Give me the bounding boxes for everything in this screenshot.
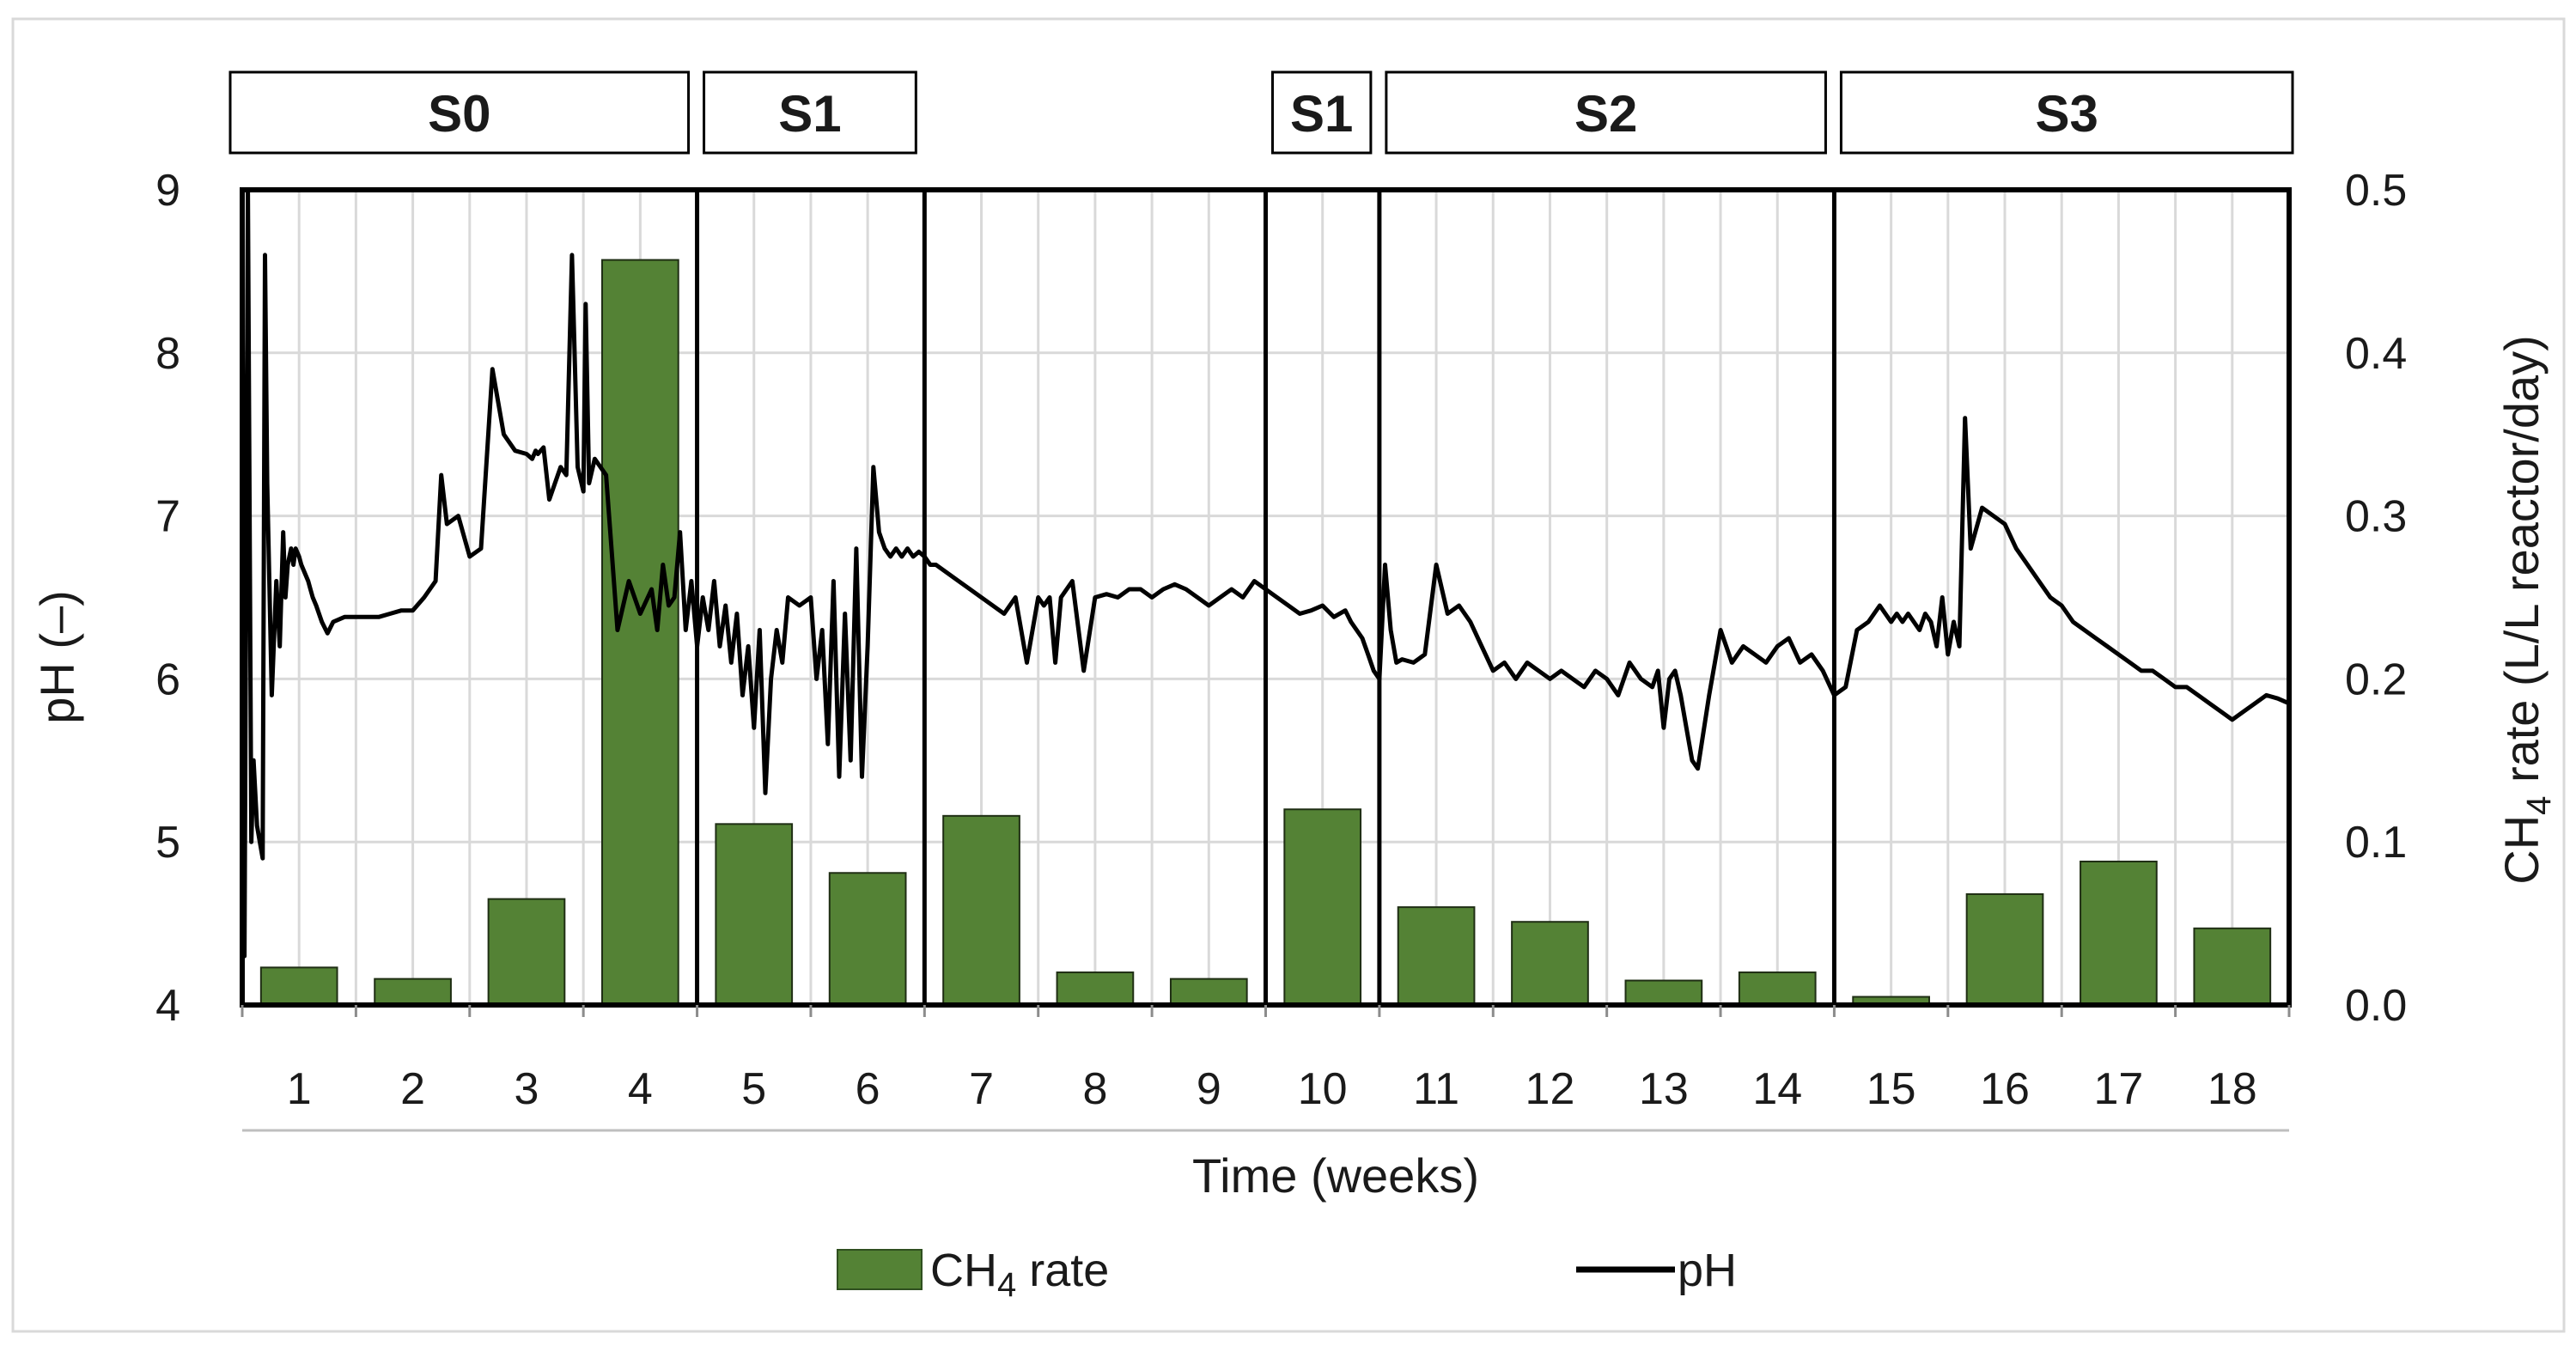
y-axis-left-tick-label: 8: [155, 329, 180, 379]
stage-box: [703, 70, 917, 155]
ch4-bar: [2080, 860, 2158, 1007]
x-axis-tick-label: 5: [741, 1064, 766, 1114]
stage-label: S0: [428, 85, 490, 143]
x-axis-tick-label: 16: [1980, 1064, 2030, 1114]
y-axis-left-tick-label: 7: [155, 492, 180, 542]
x-axis-tick-label: 14: [1752, 1064, 1802, 1114]
bar-series: [259, 259, 2272, 1007]
x-axis-tick-label: 17: [2093, 1064, 2143, 1114]
stage-box: [1839, 70, 2294, 155]
y-axis-right-tick-label: 0.4: [2345, 329, 2407, 379]
legend-swatch-ch4: [837, 1249, 923, 1290]
x-axis-tick-label: 11: [1413, 1064, 1459, 1114]
stage-label: S1: [1290, 85, 1353, 143]
y-axis-left-tick-label: 6: [155, 655, 180, 704]
ch4-bar: [1169, 977, 1248, 1006]
stage-label: S1: [778, 85, 841, 143]
y-axis-right-tick-label: 0.2: [2345, 655, 2407, 704]
stage-label: S2: [1574, 85, 1637, 143]
y-axis-right-tick-label: 0.5: [2345, 166, 2407, 216]
x-axis-tick-label: 7: [969, 1064, 994, 1114]
stage-labels: S0 S1 S1 S2 S3: [228, 70, 2294, 155]
x-axis-tick-label: 4: [628, 1064, 653, 1114]
stage-label: S3: [2036, 85, 2098, 143]
x-axis-tick-label: 1: [287, 1064, 312, 1114]
x-axis-tick-label: 6: [856, 1064, 880, 1114]
x-axis-tick-label: 10: [1298, 1064, 1348, 1114]
ch4-bar: [259, 966, 338, 1006]
y-axis-right-title-prefix: CH: [2494, 815, 2549, 885]
ph-line: [240, 187, 2290, 959]
y-axis-right-title-sub: 4: [2520, 796, 2558, 815]
ph-series: [240, 187, 2290, 959]
y-axis-right-ticks: 0.0 0.1 0.2 0.3 0.4 0.5: [2345, 166, 2407, 1031]
x-axis-tick-label: 13: [1639, 1064, 1689, 1114]
y-axis-left-tick-label: 9: [155, 166, 180, 216]
legend-label-ch4: CH4 rate: [930, 1245, 1109, 1304]
y-axis-right-title: CH4 rate (L/L reactor/day): [2494, 335, 2558, 885]
ch4-bar: [1965, 892, 2044, 1007]
ch4-bar: [715, 823, 794, 1007]
ch4-bar: [1738, 971, 1817, 1007]
ch4-bar: [1511, 921, 1589, 1007]
y-axis-left-tick-label: 5: [155, 818, 180, 868]
stage-box: [228, 70, 691, 155]
ch4-bar: [1397, 906, 1476, 1006]
x-axis-tick-label: 15: [1867, 1064, 1916, 1114]
y-axis-right-title-suffix: rate (L/L reactor/day): [2494, 335, 2549, 795]
x-axis-tick-label: 9: [1197, 1064, 1221, 1114]
ch4-bar: [1056, 971, 1135, 1007]
x-axis-ticks: 1 2 3 4 5 6 7 8 9 10 11 12 13 14 15 16 17 18: [287, 1064, 2257, 1114]
stage-box: [1385, 70, 1827, 155]
chart-border: [11, 17, 2566, 1333]
x-axis-title: Time (weeks): [1192, 1148, 1479, 1203]
ch4-bar: [487, 898, 566, 1007]
y-axis-left-title: pH (–): [30, 590, 84, 724]
y-axis-right-tick-label: 0.1: [2345, 818, 2407, 868]
ch4-bar: [2193, 927, 2272, 1006]
x-axis-tick-label: 12: [1526, 1064, 1575, 1114]
legend-label-ph: pH: [1678, 1245, 1737, 1296]
ch4-bar: [942, 814, 1020, 1006]
x-axis-tick-label: 8: [1082, 1064, 1107, 1114]
legend: CH4 rate pH: [837, 1245, 1737, 1304]
y-axis-left-tick-label: 4: [155, 981, 180, 1031]
ch4-bar: [374, 977, 452, 1006]
y-axis-right-tick-label: 0.0: [2345, 981, 2407, 1031]
y-axis-right-tick-label: 0.3: [2345, 492, 2407, 542]
plot-frame: [240, 187, 2292, 1132]
y-axis-left-ticks: 4 5 6 7 8 9: [155, 166, 180, 1031]
x-axis-tick-label: 18: [2208, 1064, 2257, 1114]
x-axis-tick-label: 2: [400, 1064, 425, 1114]
x-axis-tick-label: 3: [515, 1064, 539, 1114]
stage-dividers: [695, 190, 1836, 1005]
ch4-bar: [1624, 979, 1703, 1007]
ch4-bar: [601, 259, 679, 1006]
ch4-bar: [828, 872, 907, 1007]
ch4-bar: [1283, 808, 1362, 1006]
stage-box: [1271, 70, 1373, 155]
